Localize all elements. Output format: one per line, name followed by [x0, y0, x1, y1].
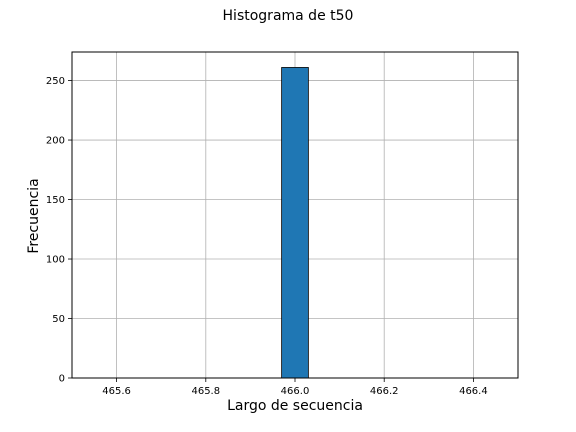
- y-tick-label: 50: [52, 314, 65, 325]
- y-tick-label: 200: [46, 136, 65, 147]
- y-tick-label: 250: [46, 76, 65, 87]
- x-tick-label: 465.6: [102, 386, 131, 397]
- y-axis-label: Frecuencia: [26, 178, 42, 253]
- chart-title: Histograma de t50: [223, 8, 354, 24]
- x-tick-label: 465.8: [191, 386, 220, 397]
- x-tick-label: 466.2: [370, 386, 399, 397]
- y-tick-label: 150: [46, 195, 65, 206]
- y-axis-ticks: 0 50 100 150 200 250: [46, 76, 72, 385]
- x-axis-ticks: 465.6 465.8 466.0 466.2 466.4: [102, 378, 488, 397]
- x-axis-label: Largo de secuencia: [227, 398, 363, 414]
- x-tick-label: 466.0: [281, 386, 310, 397]
- bars: [281, 67, 309, 379]
- y-tick-label: 100: [46, 255, 65, 266]
- x-tick-label: 466.4: [459, 386, 488, 397]
- y-tick-label: 0: [59, 374, 65, 385]
- histogram-bar: [281, 67, 309, 379]
